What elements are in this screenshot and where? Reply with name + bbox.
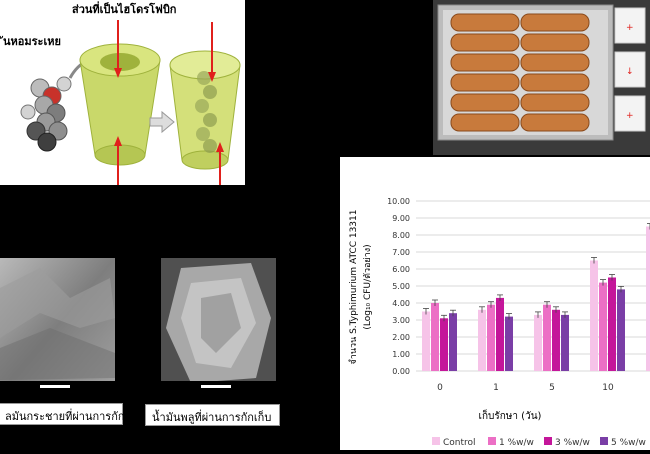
- bar: [552, 309, 560, 371]
- y-tick-label: 8.00: [392, 231, 410, 240]
- bar: [608, 277, 616, 371]
- svg-text:↓: ↓: [626, 67, 634, 77]
- y-tick-label: 10.00: [387, 197, 410, 206]
- legend-label: Control: [443, 438, 476, 448]
- bar: [478, 309, 486, 371]
- bar: [505, 316, 513, 371]
- sem-image-galangal: [0, 258, 115, 393]
- bar: [543, 304, 551, 371]
- sem-caption-galangal: ลมันกระชายที่ผ่านการกักเก็บ: [0, 403, 142, 425]
- svg-text:+: +: [626, 23, 634, 33]
- x-tick-label: 1: [493, 383, 499, 393]
- legend-label: 1 %w/w: [499, 438, 534, 448]
- y-tick-label: 5.00: [392, 282, 410, 291]
- y-tick-label: 9.00: [392, 214, 410, 223]
- hydrophobic-label: ส่วนที่เป็นไฮโดรโฟบิก: [68, 2, 181, 18]
- x-tick-label: 0: [437, 383, 443, 393]
- y-tick-label: 2.00: [392, 333, 410, 342]
- bar: [487, 304, 495, 371]
- bar: [599, 282, 607, 371]
- bar: [449, 313, 457, 371]
- y-tick-label: 4.00: [392, 299, 410, 308]
- bar: [440, 318, 448, 371]
- essential-oil-label: ันหอมระเหย: [0, 34, 64, 50]
- chart-panel: 0.00 1.00 2.00 3.00 4.00 5.00 6.00 7.00 8.00 9.00…: [340, 157, 650, 450]
- x-tick-label: 10: [602, 383, 614, 393]
- bar: [561, 314, 569, 371]
- bar-chart: 0.00 1.00 2.00 3.00 4.00 5.00 6.00 7.00 8.00 9.00…: [348, 197, 650, 448]
- bar: [646, 226, 650, 371]
- y-tick-label: 7.00: [392, 248, 410, 257]
- molecule-icon: [20, 76, 72, 152]
- legend-label: 5 %w/w: [611, 438, 646, 448]
- right-arrow-icon: [149, 110, 175, 134]
- sem-image-betel: [161, 258, 276, 393]
- y-tick-label: 3.00: [392, 316, 410, 325]
- sausage-photo: + ↓ +: [433, 0, 650, 155]
- bar: [590, 260, 598, 371]
- y-axis-label: จำนวน S.Typhimurium ATCC 13311: [348, 210, 359, 365]
- cyclodextrin-diagram: [20, 20, 241, 185]
- bar: [422, 311, 430, 371]
- bar: [496, 297, 504, 371]
- bar: [534, 314, 542, 371]
- cyclodextrin-empty-icon: [79, 43, 161, 166]
- legend-swatch: [432, 437, 440, 445]
- x-tick-label: 5: [549, 383, 555, 393]
- x-axis-label: เก็บรักษา (วัน): [479, 408, 542, 422]
- y-tick-label: 6.00: [392, 265, 410, 274]
- legend-swatch: [544, 437, 552, 445]
- bar: [431, 303, 439, 371]
- legend-swatch: [600, 437, 608, 445]
- bar: [617, 289, 625, 371]
- cyclodextrin-inclusion-icon: [169, 50, 241, 170]
- y-tick-label: 1.00: [392, 350, 410, 359]
- y-tick-label: 0.00: [392, 367, 410, 376]
- legend-swatch: [488, 437, 496, 445]
- svg-text:+: +: [626, 111, 634, 121]
- legend-label: 3 %w/w: [555, 438, 590, 448]
- cyclodextrin-diagram-panel: [0, 0, 245, 185]
- y-axis-unit-label: (Log₁₀ CFU/ตัวอย่าง): [363, 244, 373, 329]
- sem-caption-betel: น้ำมันพลูที่ผ่านการกักเก็บ: [145, 404, 280, 426]
